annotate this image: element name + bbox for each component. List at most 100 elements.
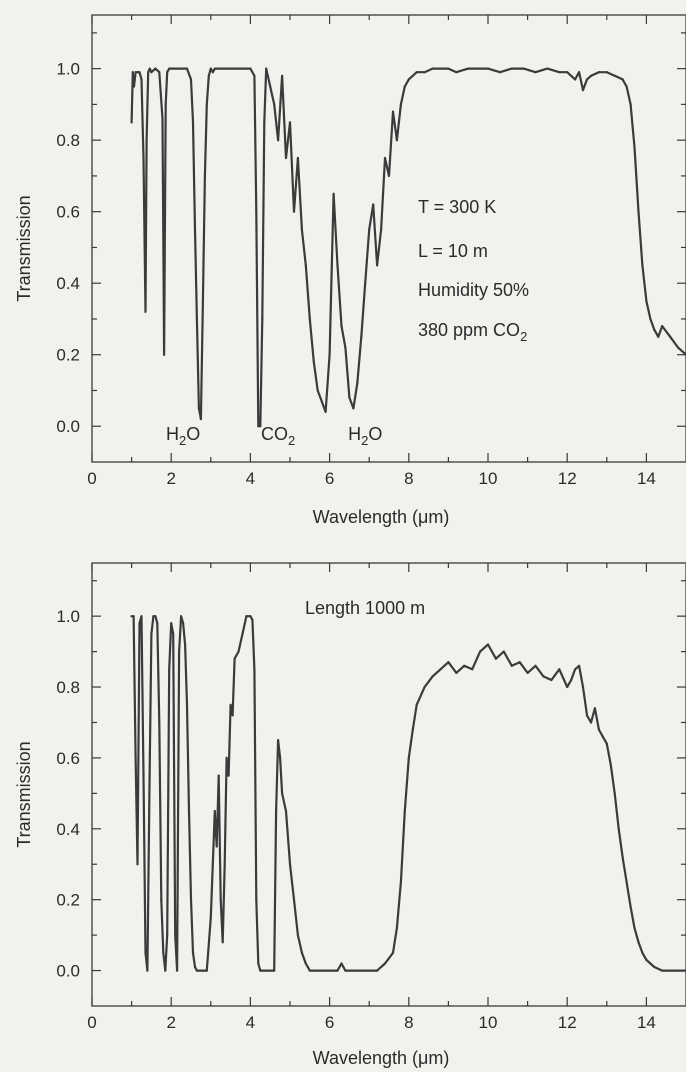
data-point (661, 325, 664, 328)
data-point (265, 969, 268, 972)
data-point (253, 668, 256, 671)
data-point (166, 71, 169, 74)
data-point (534, 71, 537, 74)
data-point (407, 78, 410, 81)
data-point (136, 863, 139, 866)
data-point (152, 615, 155, 618)
data-point (300, 228, 303, 231)
data-point (163, 353, 166, 356)
x-tick-label: 4 (246, 1013, 255, 1032)
x-axis-label: Wavelength (μm) (313, 507, 450, 527)
data-point (585, 714, 589, 717)
y-tick-label: 0.2 (56, 346, 80, 365)
data-point (653, 965, 656, 969)
condition-text: Length 1000 m (305, 598, 425, 618)
data-point (383, 156, 387, 160)
data-point (213, 810, 216, 813)
data-point (241, 67, 244, 70)
data-point (253, 74, 256, 77)
data-point (261, 317, 264, 321)
data-point (447, 661, 450, 664)
data-point (637, 941, 640, 944)
data-point (383, 962, 387, 965)
plot-frame (91, 14, 686, 463)
data-point (597, 71, 601, 74)
data-point (221, 941, 224, 944)
transmission-series-line (130, 67, 686, 428)
data-point (657, 335, 660, 338)
data-point (617, 827, 620, 830)
condition-text: T = 300 K (418, 197, 496, 217)
x-tick-label: 2 (166, 1013, 175, 1032)
data-point (677, 969, 680, 972)
data-point (170, 622, 173, 625)
data-point (621, 78, 624, 81)
data-point (255, 898, 258, 901)
data-point (187, 810, 191, 813)
data-point (645, 958, 648, 962)
x-tick-label: 12 (558, 469, 577, 488)
data-point (191, 121, 195, 124)
data-point (176, 969, 179, 972)
data-point (255, 210, 258, 213)
data-point (566, 685, 569, 689)
data-point (641, 951, 644, 954)
data-point (245, 615, 248, 618)
data-point (558, 668, 561, 671)
data-point (455, 71, 458, 74)
data-point (558, 71, 561, 74)
data-point (229, 703, 232, 706)
data-point (172, 632, 175, 636)
data-point (279, 756, 282, 760)
data-point (399, 103, 402, 106)
condition-text: L = 10 m (418, 241, 488, 261)
data-point (241, 632, 244, 636)
data-point (653, 328, 656, 331)
data-point (201, 300, 204, 303)
data-point (209, 916, 212, 919)
data-point (148, 67, 151, 70)
data-point (219, 898, 222, 901)
data-point (447, 67, 450, 70)
data-point (249, 615, 252, 618)
data-point (502, 650, 505, 653)
data-point (184, 643, 187, 646)
data-point (292, 210, 296, 213)
data-point (360, 969, 363, 972)
data-point (154, 67, 157, 70)
bottom-panel: 0 2 4 6 8 10 12 14 0.0 0.2 0.4 0.6 0.8 1.0 Wavelength … (14, 562, 686, 1068)
absorption-band-label: H2​O (348, 424, 382, 448)
data-point (439, 67, 442, 70)
data-point (144, 310, 147, 313)
y-tick-label: 0.8 (56, 678, 80, 697)
data-point (403, 85, 406, 88)
data-point (669, 335, 672, 338)
data-point (637, 210, 640, 213)
data-point (661, 969, 664, 972)
data-point (277, 139, 280, 142)
data-point (132, 615, 135, 618)
x-tick-label: 6 (325, 1013, 334, 1032)
data-point (581, 89, 585, 92)
data-point (134, 71, 137, 74)
data-point (308, 317, 311, 321)
data-point (182, 622, 185, 625)
data-point (625, 85, 628, 88)
data-point (134, 756, 137, 760)
data-point (403, 810, 406, 813)
x-tick-label: 4 (246, 469, 255, 488)
y-tick-label: 0.0 (56, 962, 80, 981)
data-point (415, 71, 418, 74)
data-point (277, 739, 280, 742)
x-tick-label: 0 (87, 469, 96, 488)
data-point (217, 774, 220, 777)
data-point (201, 969, 204, 972)
x-tick-label: 2 (166, 469, 175, 488)
data-point (356, 382, 359, 385)
data-point (467, 67, 470, 70)
data-point (223, 863, 226, 866)
data-point (225, 67, 228, 70)
data-point (217, 67, 220, 70)
data-point (193, 965, 197, 969)
data-point (304, 264, 307, 267)
